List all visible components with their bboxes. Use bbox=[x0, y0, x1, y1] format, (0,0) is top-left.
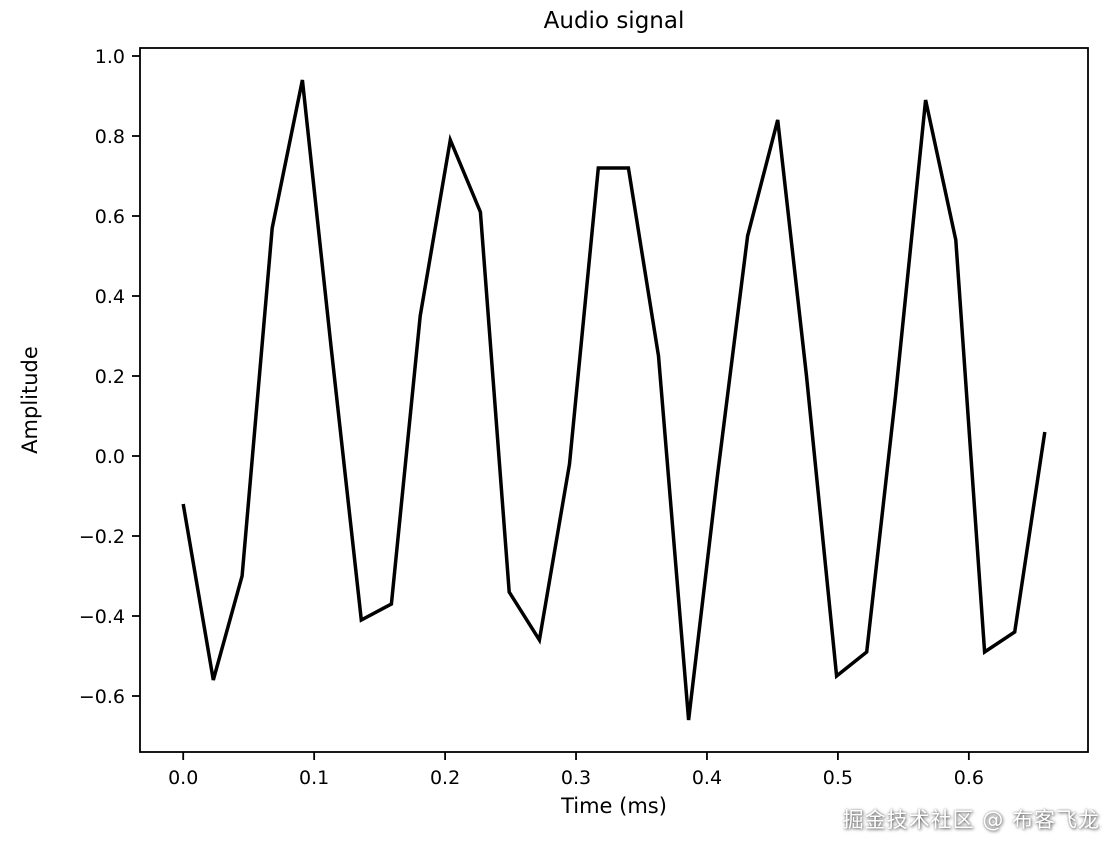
y-tick-label: −0.4 bbox=[79, 606, 125, 628]
y-axis-label: Amplitude bbox=[18, 346, 42, 454]
y-tick-label: 1.0 bbox=[95, 46, 125, 68]
watermark: 掘金技术社区 @ 布客飞龙 bbox=[842, 808, 1100, 832]
plot-frame bbox=[139, 47, 1089, 753]
signal-line bbox=[181, 79, 1047, 721]
x-tick-label: 0.1 bbox=[299, 767, 329, 789]
x-tick-label: 0.5 bbox=[823, 767, 853, 789]
y-tick-label: 0.8 bbox=[95, 126, 125, 148]
y-tick-label: 0.6 bbox=[95, 206, 125, 228]
y-tick-label: 0.4 bbox=[95, 286, 125, 308]
x-tick-label: 0.0 bbox=[168, 767, 198, 789]
x-tick-label: 0.4 bbox=[692, 767, 722, 789]
y-tick-label: 0.0 bbox=[95, 446, 125, 468]
x-tick-label: 0.3 bbox=[561, 767, 591, 789]
x-tick-label: 0.6 bbox=[954, 767, 984, 789]
y-tick-label: −0.2 bbox=[79, 526, 125, 548]
chart-title: Audio signal bbox=[543, 8, 685, 34]
y-tick-label: −0.6 bbox=[79, 686, 125, 708]
x-axis-label: Time (ms) bbox=[561, 794, 667, 818]
x-tick-label: 0.2 bbox=[430, 767, 460, 789]
y-tick-label: 0.2 bbox=[95, 366, 125, 388]
